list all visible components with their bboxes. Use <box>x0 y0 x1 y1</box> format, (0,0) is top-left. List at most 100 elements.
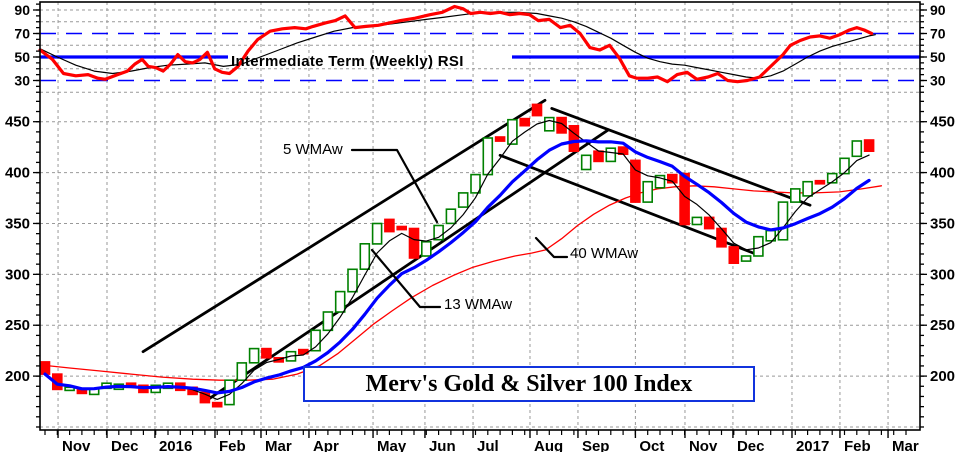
rsi-panel-label: Intermediate Term (Weekly) RSI <box>231 53 464 70</box>
up-candle <box>691 216 703 226</box>
up-candle <box>839 157 850 175</box>
up-candle <box>802 180 813 197</box>
chart-title: Merv's Gold & Silver 100 Index <box>365 370 693 397</box>
up-candle <box>236 362 248 381</box>
month-label: 2016 <box>159 438 192 452</box>
ma40-label: 40 WMAw <box>570 245 639 262</box>
rsi-axis-label-left: 50 <box>14 49 30 65</box>
month-label: Aug <box>534 438 563 452</box>
plot-frame <box>39 1 921 431</box>
up-candle <box>507 118 518 145</box>
up-candle <box>740 255 752 262</box>
ascending-lower-trendline <box>203 128 610 403</box>
y-axis-label-left: 400 <box>5 165 30 182</box>
down-candle <box>494 136 506 142</box>
down-candle <box>39 361 51 375</box>
down-candle <box>666 173 678 184</box>
down-candle <box>728 246 740 264</box>
up-candle <box>457 192 469 208</box>
up-candle <box>642 180 654 203</box>
up-candle <box>359 243 371 271</box>
month-label: Jul <box>477 438 499 452</box>
up-candle <box>371 222 383 245</box>
y-axis-label-left: 350 <box>5 215 30 232</box>
down-candle <box>199 391 211 404</box>
ma5-label: 5 WMAw <box>283 141 343 158</box>
descending-lower-trendline <box>498 153 760 257</box>
up-candle <box>654 174 666 189</box>
rsi-axis-label-left: 70 <box>14 26 30 42</box>
down-candle <box>408 227 420 259</box>
up-candle <box>420 241 432 257</box>
rsi-axis-label-right: 50 <box>930 49 946 65</box>
down-candle <box>384 218 395 233</box>
up-candle <box>322 311 334 332</box>
ma5-pointer <box>350 148 439 224</box>
down-candle <box>716 227 727 248</box>
up-candle <box>248 347 260 364</box>
up-candle <box>310 329 321 352</box>
up-candle <box>580 154 592 171</box>
rsi-slow-line <box>39 11 876 79</box>
y-axis-label-left: 300 <box>5 266 30 283</box>
month-label: Apr <box>313 438 339 452</box>
chart-title-box: Merv's Gold & Silver 100 Index <box>303 366 755 402</box>
up-candle <box>777 201 789 241</box>
up-candle <box>433 224 444 241</box>
month-label: Feb <box>219 438 246 452</box>
down-candle <box>568 125 580 153</box>
month-label: Jun <box>429 438 456 452</box>
down-candle <box>814 179 826 185</box>
month-label: 2017 <box>796 438 829 452</box>
down-candle <box>211 401 223 408</box>
y-axis-label-right: 400 <box>930 165 955 182</box>
month-label: Mar <box>892 438 919 452</box>
rsi-axis-label-right: 90 <box>930 2 946 18</box>
y-axis-label-right: 200 <box>930 368 955 385</box>
month-label: Feb <box>844 438 871 452</box>
y-axis-label-right: 350 <box>930 215 955 232</box>
y-axis-label-right: 250 <box>930 317 955 334</box>
down-candle <box>261 347 272 359</box>
up-candle <box>445 208 457 225</box>
month-label: Oct <box>639 438 664 452</box>
month-label: Mar <box>265 438 292 452</box>
up-candle <box>789 188 801 203</box>
month-label: Nov <box>62 438 91 452</box>
descending-upper-trendline <box>550 107 812 207</box>
y-axis-label-left: 200 <box>5 368 30 385</box>
ascending-upper-trendline <box>141 98 547 354</box>
rsi-fast-line <box>38 4 874 84</box>
up-candle <box>334 290 346 313</box>
ma13-line <box>43 139 871 395</box>
y-axis-label-left: 250 <box>5 317 30 334</box>
rsi-axis-label-right: 30 <box>930 73 946 89</box>
y-axis-label-right: 450 <box>930 114 955 131</box>
down-candle <box>531 103 543 117</box>
rsi-axis-label-right: 70 <box>930 26 946 42</box>
y-axis-label-left: 450 <box>5 114 30 131</box>
month-label: Sep <box>582 438 610 452</box>
down-candle <box>556 116 567 134</box>
up-candle <box>347 268 358 293</box>
month-label: May <box>377 438 407 452</box>
rsi-axis-label-left: 90 <box>14 2 30 18</box>
up-candle <box>470 173 481 194</box>
rsi-axis-label-left: 30 <box>14 73 30 89</box>
down-candle <box>703 216 715 230</box>
ma13-label: 13 WMAw <box>444 296 513 313</box>
down-candle <box>396 225 408 231</box>
month-label: Dec <box>737 438 765 452</box>
ma40-pointer <box>534 236 569 259</box>
down-candle <box>630 159 641 203</box>
up-candle <box>543 116 555 132</box>
down-candle <box>519 117 531 127</box>
month-label: Nov <box>689 438 718 452</box>
down-candle <box>593 150 604 163</box>
ma13-pointer <box>370 248 442 309</box>
up-candle <box>605 147 617 163</box>
y-axis-label-right: 300 <box>930 266 955 283</box>
month-label: Dec <box>111 438 139 452</box>
